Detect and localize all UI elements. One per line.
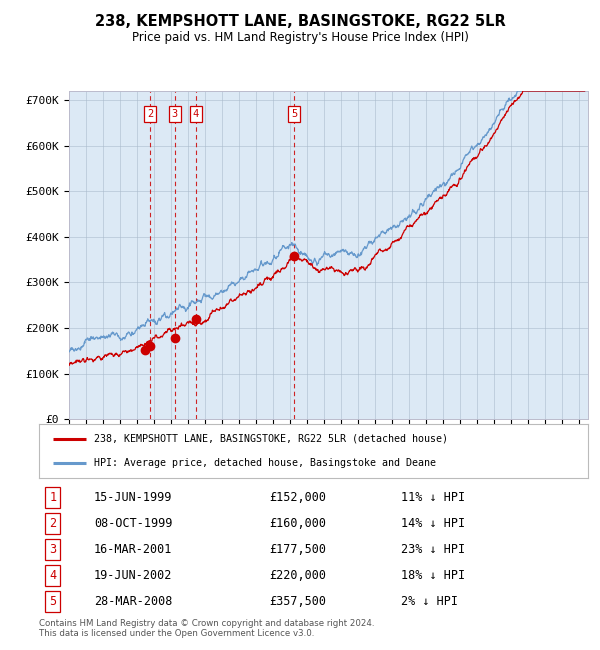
Text: 2% ↓ HPI: 2% ↓ HPI xyxy=(401,595,458,608)
Text: 3: 3 xyxy=(49,543,56,556)
Text: 2: 2 xyxy=(49,517,56,530)
Text: Price paid vs. HM Land Registry's House Price Index (HPI): Price paid vs. HM Land Registry's House … xyxy=(131,31,469,44)
Text: £220,000: £220,000 xyxy=(269,569,326,582)
Text: 11% ↓ HPI: 11% ↓ HPI xyxy=(401,491,466,504)
Text: £357,500: £357,500 xyxy=(269,595,326,608)
Text: 23% ↓ HPI: 23% ↓ HPI xyxy=(401,543,466,556)
Text: 238, KEMPSHOTT LANE, BASINGSTOKE, RG22 5LR: 238, KEMPSHOTT LANE, BASINGSTOKE, RG22 5… xyxy=(95,14,505,29)
Text: £152,000: £152,000 xyxy=(269,491,326,504)
Text: 2: 2 xyxy=(147,109,153,119)
Text: Contains HM Land Registry data © Crown copyright and database right 2024.
This d: Contains HM Land Registry data © Crown c… xyxy=(39,619,374,638)
Text: 5: 5 xyxy=(49,595,56,608)
Text: 19-JUN-2002: 19-JUN-2002 xyxy=(94,569,172,582)
Text: 4: 4 xyxy=(49,569,56,582)
Text: 1: 1 xyxy=(49,491,56,504)
Text: 3: 3 xyxy=(172,109,178,119)
Text: 16-MAR-2001: 16-MAR-2001 xyxy=(94,543,172,556)
Text: 4: 4 xyxy=(193,109,199,119)
Text: 5: 5 xyxy=(291,109,298,119)
Text: £160,000: £160,000 xyxy=(269,517,326,530)
Text: 18% ↓ HPI: 18% ↓ HPI xyxy=(401,569,466,582)
Text: £177,500: £177,500 xyxy=(269,543,326,556)
Text: 28-MAR-2008: 28-MAR-2008 xyxy=(94,595,172,608)
Text: 08-OCT-1999: 08-OCT-1999 xyxy=(94,517,172,530)
Text: 238, KEMPSHOTT LANE, BASINGSTOKE, RG22 5LR (detached house): 238, KEMPSHOTT LANE, BASINGSTOKE, RG22 5… xyxy=(94,434,448,444)
Text: HPI: Average price, detached house, Basingstoke and Deane: HPI: Average price, detached house, Basi… xyxy=(94,458,436,469)
Text: 15-JUN-1999: 15-JUN-1999 xyxy=(94,491,172,504)
Text: 14% ↓ HPI: 14% ↓ HPI xyxy=(401,517,466,530)
